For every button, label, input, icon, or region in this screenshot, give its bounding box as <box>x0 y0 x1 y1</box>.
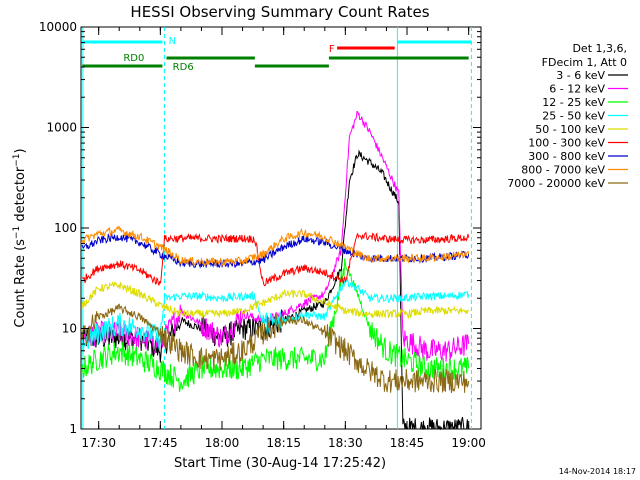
y-tick-label-3: 1000 <box>46 121 77 135</box>
y-axis-label-main: Count Rate (s <box>13 239 28 328</box>
annotation-n: N <box>169 36 176 47</box>
series-line-7 <box>81 225 470 268</box>
y-axis-label-exp1: −1 <box>12 226 22 239</box>
x-tick-label-1: 17:45 <box>143 436 178 450</box>
legend-label-0: 3 - 6 keV <box>556 69 605 82</box>
series-lines <box>81 110 470 431</box>
y-axis-label: Count Rate (s−1 detector−1) <box>12 148 28 327</box>
x-tick-label-6: 19:00 <box>451 436 486 450</box>
series-line-2 <box>81 258 470 393</box>
legend-label-3: 25 - 50 keV <box>542 110 605 123</box>
x-tick-label-4: 18:30 <box>328 436 363 450</box>
y-axis-label-close: ) <box>13 148 28 153</box>
timestamp: 14-Nov-2014 18:17 <box>559 467 636 476</box>
annotation-f: F <box>329 44 335 55</box>
axes: 17:30 17:45 18:00 18:15 18:30 18:45 19:00 1 10 10… <box>39 20 486 450</box>
observing-region-bars: N F RD0 RD6 <box>82 27 472 429</box>
chart-title: HESSI Observing Summary Count Rates <box>130 3 429 21</box>
x-tick-label-5: 18:45 <box>390 436 425 450</box>
y-axis-label-exp2: −1 <box>12 153 22 166</box>
series-line-4 <box>81 281 470 320</box>
series-line-6 <box>81 232 470 269</box>
x-tick-label-2: 18:00 <box>205 436 240 450</box>
svg-text:Count Rate (s−1 detector−1): Count Rate (s−1 detector−1) <box>12 148 28 327</box>
legend-label-6: 300 - 800 keV <box>528 150 605 163</box>
y-tick-label-0: 1 <box>69 422 77 436</box>
legend-label-4: 50 - 100 keV <box>535 123 605 136</box>
y-tick-label-4: 10000 <box>39 20 77 34</box>
y-tick-label-1: 10 <box>62 322 77 336</box>
x-tick-label-0: 17:30 <box>81 436 116 450</box>
series-line-5 <box>81 231 470 287</box>
x-axis-label: Start Time (30-Aug-14 17:25:42) <box>174 456 386 471</box>
x-tick-label-3: 18:15 <box>266 436 301 450</box>
y-axis-label-mid: detector <box>13 166 28 226</box>
legend-header-line1: Det 1,3,6, <box>572 42 627 55</box>
legend-label-1: 6 - 12 keV <box>549 83 605 96</box>
y-tick-label-2: 100 <box>54 221 77 235</box>
annotation-rd6: RD6 <box>173 62 194 73</box>
series-line-0 <box>81 149 469 431</box>
legend-label-7: 800 - 7000 keV <box>521 164 605 177</box>
annotation-rd0: RD0 <box>123 53 144 64</box>
legend-header-line2: FDecim 1, Att 0 <box>542 56 627 69</box>
legend-label-8: 7000 - 20000 keV <box>507 177 605 190</box>
legend-label-2: 12 - 25 keV <box>542 96 605 109</box>
legend-label-5: 100 - 300 keV <box>528 137 605 150</box>
series-line-8 <box>81 303 470 394</box>
